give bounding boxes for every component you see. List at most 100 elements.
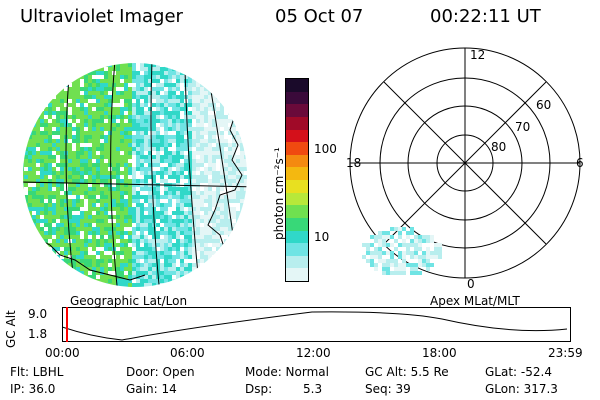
uv-pixel <box>172 195 176 199</box>
uv-pixel <box>132 183 136 187</box>
uv-pixel <box>176 55 180 59</box>
colorbar-unit-label: photon cm⁻²s⁻¹ <box>272 147 286 240</box>
uv-pixel <box>72 67 76 71</box>
uv-pixel <box>76 251 80 255</box>
uv-pixel <box>124 175 128 179</box>
uv-pixel <box>108 99 112 103</box>
uv-pixel <box>220 111 224 115</box>
uv-pixel <box>168 139 172 143</box>
uv-pixel <box>172 219 176 223</box>
uv-pixel <box>48 227 52 231</box>
uv-pixel <box>72 83 76 87</box>
uv-pixel <box>104 127 108 131</box>
uv-pixel <box>208 235 212 239</box>
uv-pixel <box>156 151 160 155</box>
uv-pixel <box>224 151 228 155</box>
uv-pixel <box>168 123 172 127</box>
uv-pixel <box>72 175 76 179</box>
uv-pixel <box>116 71 120 75</box>
uv-pixel <box>172 191 176 195</box>
uv-pixel <box>136 111 140 115</box>
uv-pixel <box>104 239 108 243</box>
uv-pixel <box>248 215 252 219</box>
uv-pixel <box>112 135 116 139</box>
uv-pixel <box>72 251 76 255</box>
uv-pixel <box>132 123 136 127</box>
uv-pixel <box>96 211 100 215</box>
uv-pixel <box>52 291 56 295</box>
uv-pixel <box>156 67 160 71</box>
uv-pixel <box>112 187 116 191</box>
uv-pixel <box>60 123 64 127</box>
polar-pixel <box>382 235 386 239</box>
uv-pixel <box>84 147 88 151</box>
uv-pixel <box>232 279 236 283</box>
uv-pixel <box>96 219 100 223</box>
uv-pixel <box>40 123 44 127</box>
uv-pixel <box>220 187 224 191</box>
uv-pixel <box>144 199 148 203</box>
uv-pixel <box>124 95 128 99</box>
polar-pixel <box>418 271 422 275</box>
uv-pixel <box>136 91 140 95</box>
uv-pixel <box>152 163 156 167</box>
uv-pixel <box>128 271 132 275</box>
uv-pixel <box>36 203 40 207</box>
uv-pixel <box>172 119 176 123</box>
uv-pixel <box>180 103 184 107</box>
uv-pixel <box>212 199 216 203</box>
uv-pixel <box>52 203 56 207</box>
uv-pixel <box>108 203 112 207</box>
colorbar-segment <box>286 116 308 130</box>
uv-pixel <box>44 107 48 111</box>
uv-pixel <box>104 107 108 111</box>
uv-pixel <box>188 87 192 91</box>
uv-pixel <box>204 211 208 215</box>
uv-pixel <box>112 59 116 63</box>
uv-pixel <box>40 163 44 167</box>
uv-pixel <box>124 155 128 159</box>
uv-pixel <box>68 283 72 287</box>
uv-pixel <box>248 103 252 107</box>
uv-pixel <box>72 139 76 143</box>
uv-pixel <box>176 115 180 119</box>
uv-pixel <box>68 147 72 151</box>
uv-pixel <box>196 143 200 147</box>
uv-pixel <box>40 235 44 239</box>
uv-pixel <box>108 267 112 271</box>
uv-pixel <box>84 235 88 239</box>
uv-pixel <box>80 183 84 187</box>
uv-pixel <box>64 67 68 71</box>
uv-pixel <box>60 63 64 67</box>
uv-pixel <box>196 115 200 119</box>
uv-pixel <box>23 247 24 251</box>
uv-pixel <box>180 287 184 291</box>
polar-pixel <box>418 239 422 243</box>
uv-pixel <box>64 243 68 247</box>
colorbar-segment <box>286 230 308 244</box>
uv-pixel <box>224 143 228 147</box>
uv-pixel <box>240 59 244 63</box>
uv-pixel <box>84 107 88 111</box>
uv-pixel <box>160 119 164 123</box>
uv-pixel <box>160 283 164 287</box>
uv-pixel <box>212 59 216 63</box>
uv-pixel <box>124 67 128 71</box>
uv-pixel <box>92 259 96 263</box>
uv-pixel <box>240 291 244 295</box>
uv-pixel <box>52 171 56 175</box>
polar-pixel <box>394 271 398 275</box>
polar-pixel <box>370 243 374 247</box>
uv-pixel <box>32 103 36 107</box>
uv-pixel <box>176 243 180 247</box>
uv-pixel <box>256 283 260 287</box>
uv-pixel <box>152 143 156 147</box>
uv-pixel <box>28 223 32 227</box>
uv-pixel <box>156 215 160 219</box>
uv-pixel <box>172 255 176 259</box>
uv-pixel <box>144 75 148 79</box>
uv-pixel <box>256 87 260 91</box>
uv-pixel <box>220 267 224 271</box>
uv-pixel <box>128 235 132 239</box>
uv-pixel <box>240 243 244 247</box>
